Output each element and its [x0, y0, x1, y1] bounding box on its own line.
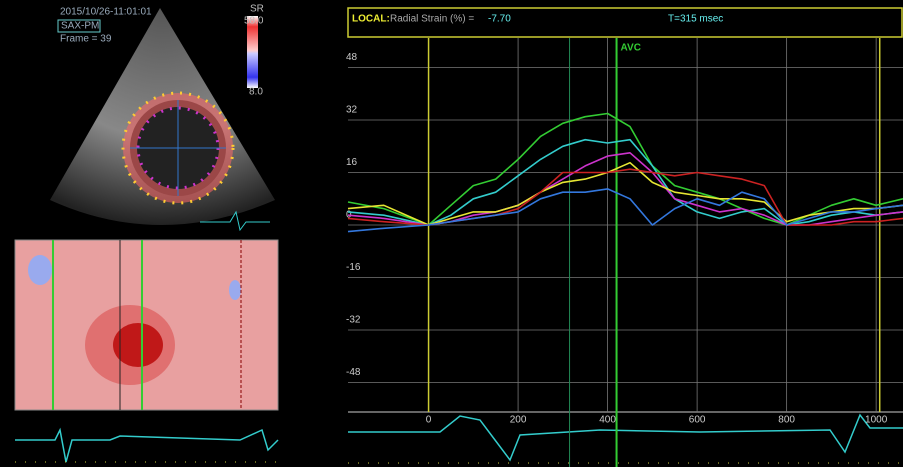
avc-label: AVC	[621, 43, 641, 54]
y-tick-label: -32	[346, 315, 361, 326]
ultrasound-view: 2015/10/26-11:01:01 SAX-PM Frame = 39 SR…	[50, 4, 275, 230]
frame-label: Frame = 39	[60, 34, 112, 45]
x-tick-label: 400	[599, 415, 616, 426]
measure-value: -7.70	[488, 14, 511, 25]
y-tick-label: 48	[346, 52, 358, 63]
y-tick-label: 16	[346, 157, 358, 168]
measure-label: Radial Strain (%) =	[390, 14, 474, 25]
view-label: SAX-PM	[61, 21, 99, 32]
y-tick-label: 32	[346, 105, 358, 116]
screen: 2015/10/26-11:01:01 SAX-PM Frame = 39 SR…	[0, 0, 903, 467]
x-tick-label: 0	[426, 415, 432, 426]
strain-map	[15, 240, 278, 462]
strain-curve	[348, 140, 903, 225]
x-tick-label: 200	[510, 415, 527, 426]
datetime: 2015/10/26-11:01:01	[60, 7, 152, 18]
local-label: LOCAL:	[352, 14, 390, 25]
sr-label: SR	[250, 4, 264, 15]
x-tick-label: 800	[778, 415, 795, 426]
sr-max: 58.0	[244, 16, 264, 27]
x-tick-label: 600	[689, 415, 706, 426]
sr-min: 8.0	[249, 87, 263, 98]
time-label: T=315 msec	[668, 14, 723, 25]
y-tick-label: -48	[346, 367, 361, 378]
x-tick-label: 1000	[865, 415, 888, 426]
y-tick-label: -16	[346, 262, 361, 273]
